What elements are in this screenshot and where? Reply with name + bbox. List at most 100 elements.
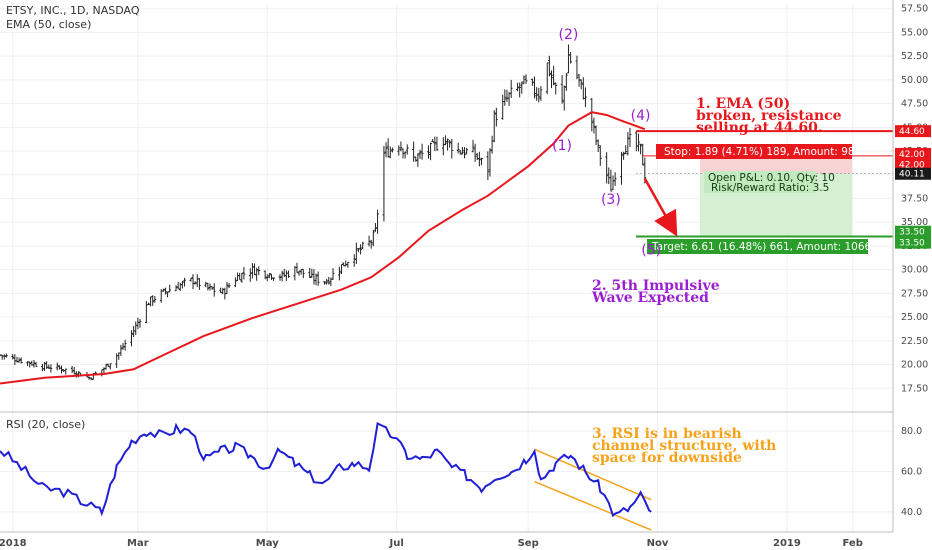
candle xyxy=(325,278,329,285)
candle xyxy=(13,354,17,365)
candle xyxy=(284,270,288,282)
pnl-box-line-1: Open P&L: 0.10, Qty: 10 xyxy=(708,172,835,184)
price-tick-label: 47.50 xyxy=(901,99,928,110)
candle xyxy=(492,110,496,143)
price-axis-tag: 42.00 xyxy=(895,147,931,160)
candle xyxy=(295,262,299,273)
candle xyxy=(297,270,301,276)
candle xyxy=(257,266,261,276)
candle xyxy=(577,74,581,87)
candle xyxy=(520,81,524,94)
candle xyxy=(337,266,341,281)
candle xyxy=(450,139,454,159)
candle xyxy=(564,73,568,91)
price-tick-label: 25.00 xyxy=(901,312,928,323)
candle xyxy=(560,75,564,104)
candle xyxy=(554,82,558,95)
candle xyxy=(592,117,596,134)
candle xyxy=(293,266,297,281)
candle xyxy=(471,139,475,153)
candle xyxy=(195,274,199,288)
candle xyxy=(384,142,388,158)
candle xyxy=(357,248,360,253)
candle xyxy=(323,281,326,285)
candle xyxy=(461,146,464,155)
candle xyxy=(371,229,375,247)
candle xyxy=(32,359,36,368)
candle xyxy=(374,223,377,232)
candle xyxy=(166,291,169,298)
price-tick-label: 57.50 xyxy=(901,4,928,15)
rsi-note-line-3: space for downside xyxy=(592,450,742,466)
candle xyxy=(418,149,422,159)
candle xyxy=(634,130,638,152)
candle xyxy=(346,261,350,268)
price-tick-label: 27.50 xyxy=(901,288,928,299)
price-tick-label: 50.00 xyxy=(901,75,928,86)
candle xyxy=(399,141,403,152)
candle xyxy=(579,79,583,90)
time-tick-label: 2019 xyxy=(773,538,801,549)
wave-label: (2) xyxy=(559,27,579,43)
candle xyxy=(369,239,373,249)
candle xyxy=(352,254,356,267)
candle xyxy=(49,364,53,373)
price-axis-tag: 33.50 xyxy=(895,236,931,249)
price-axis-tag: 42.00 xyxy=(895,158,931,171)
candle xyxy=(301,268,305,279)
wave-label: (4) xyxy=(631,108,651,124)
candle xyxy=(34,361,38,367)
candle xyxy=(518,82,522,98)
candle xyxy=(212,283,216,297)
pnl-box xyxy=(704,171,816,193)
candle xyxy=(176,281,180,290)
price-tick-label: 22.50 xyxy=(901,336,928,347)
price-tag-value: 42.00 xyxy=(899,160,925,170)
rsi-grid xyxy=(0,430,893,513)
price-axis[interactable]: 17.5020.0022.5025.0027.5030.0032.5035.00… xyxy=(901,4,928,395)
time-tick-label: Jul xyxy=(389,538,404,549)
candle xyxy=(72,366,76,375)
time-axis[interactable]: 2018 Mar May Jul Sep Nov 2019 Feb xyxy=(0,538,863,549)
ema-note-line-3: selling at 44.60. xyxy=(696,120,823,136)
target-box xyxy=(647,239,868,254)
candle xyxy=(104,363,108,370)
projection-arrow xyxy=(643,177,678,237)
price-tag-value: 44.60 xyxy=(899,127,925,137)
candle xyxy=(331,268,335,280)
candle xyxy=(545,62,549,95)
candle xyxy=(248,268,252,282)
candle xyxy=(641,143,645,166)
rsi-legend[interactable]: RSI (20, close) xyxy=(6,418,85,431)
candle xyxy=(168,284,172,293)
price-axis-tag: 40.11 xyxy=(895,167,931,180)
candle xyxy=(161,288,165,292)
candle xyxy=(522,75,526,85)
price-axis-tag: 33.50 xyxy=(895,225,931,238)
candle xyxy=(429,142,432,161)
candle xyxy=(465,147,469,155)
rsi-axis[interactable]: 40.0 60.0 80.0 xyxy=(901,426,922,518)
symbol-title[interactable]: ETSY, INC., 1D, NASDAQ xyxy=(6,4,140,17)
candle xyxy=(234,277,237,288)
candle xyxy=(620,151,623,185)
candle xyxy=(354,242,358,264)
ema-legend[interactable]: EMA (50, close) xyxy=(6,18,91,31)
candle xyxy=(550,70,553,89)
candle xyxy=(637,133,640,152)
rsi-note-line-1: 3. RSI is in bearish xyxy=(592,426,742,442)
rsi-tick-label: 40.0 xyxy=(901,507,922,518)
candle xyxy=(581,77,585,100)
price-tick-label: 20.00 xyxy=(901,360,928,371)
wave-note-line-1: 2. 5th Impulsive xyxy=(592,278,720,294)
wave-label: (5) xyxy=(641,242,661,258)
candle xyxy=(427,145,430,159)
candle xyxy=(253,263,256,275)
candle xyxy=(594,125,598,146)
candle xyxy=(611,175,615,190)
candle xyxy=(480,157,483,166)
candle xyxy=(344,260,348,267)
candle xyxy=(626,132,630,156)
candle xyxy=(287,270,290,278)
